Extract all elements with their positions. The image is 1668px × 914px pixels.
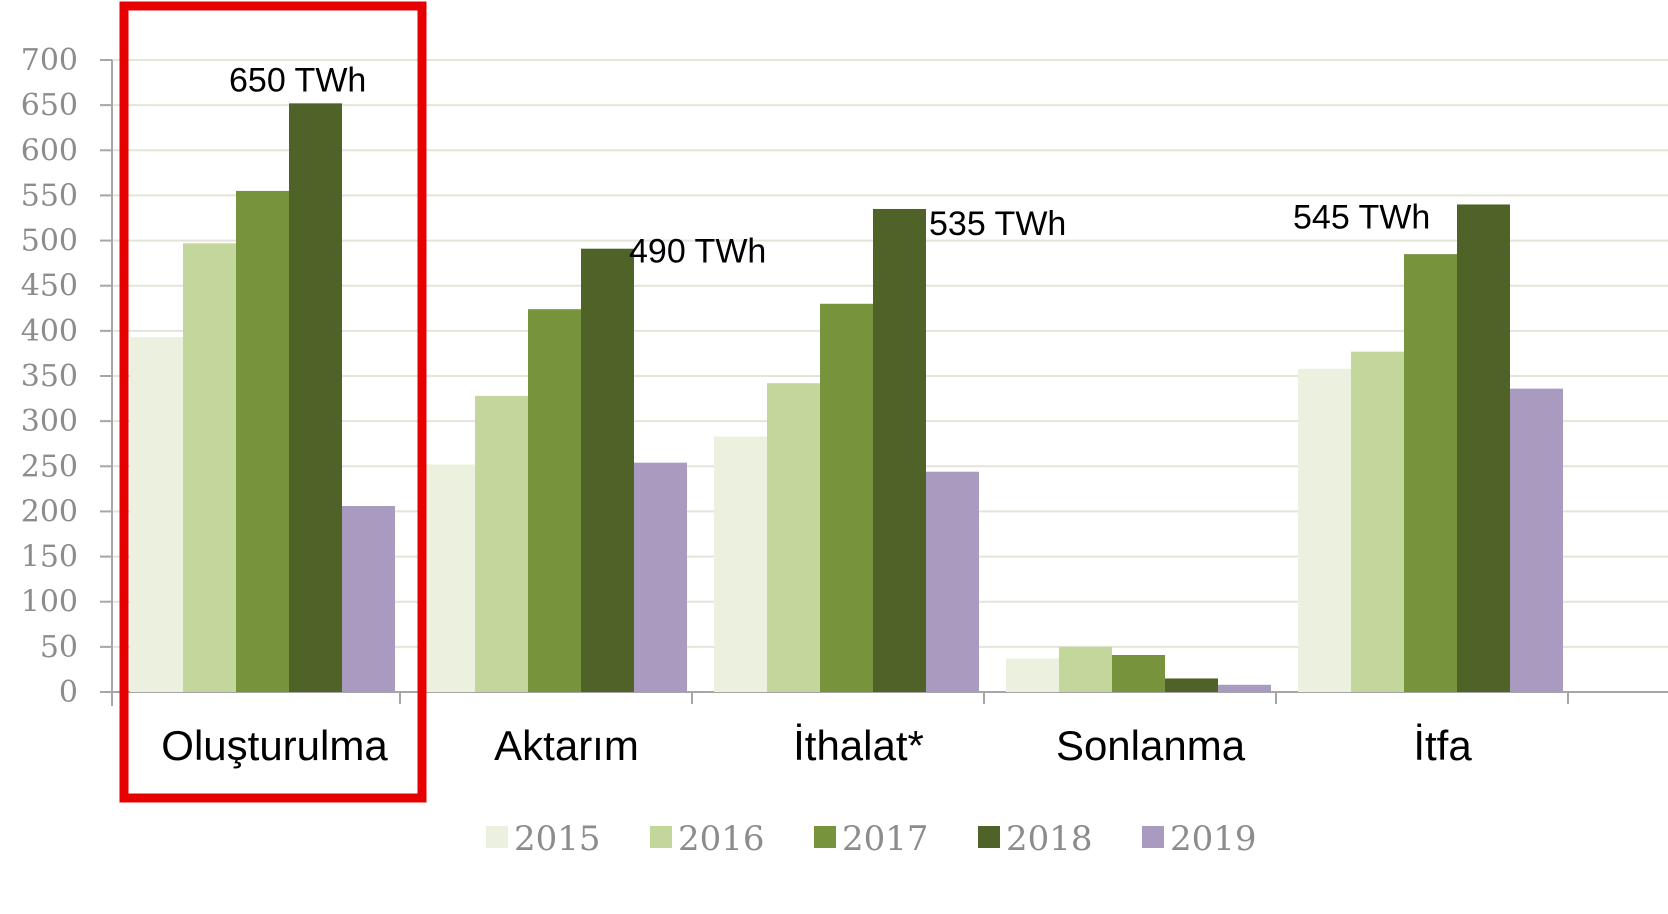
bar-iithalat-2019 [926, 471, 979, 692]
bar-aktarim-2015 [422, 464, 475, 692]
y-tick-label-150: 150 [21, 540, 78, 575]
category-label-sonlanma: Sonlanma [1056, 722, 1246, 769]
bar-iitfa-2016 [1351, 351, 1404, 692]
bar-sonlanma-2019 [1218, 684, 1271, 692]
y-tick-label-500: 500 [21, 224, 78, 259]
bars [130, 103, 1563, 692]
y-tick-label-350: 350 [21, 359, 78, 394]
annotation-olusturulma: 650 TWh [229, 61, 366, 99]
annotation-aktarim: 490 TWh [629, 233, 766, 271]
bar-sonlanma-2018 [1165, 678, 1218, 692]
y-axis-ticks: 0 50 100 150 200 250 300 350 400 450 500 550 600 650 7… [21, 43, 78, 710]
y-tick-label-700: 700 [21, 43, 78, 78]
bar-iithalat-2016 [767, 383, 820, 692]
legend-label-2017: 2017 [842, 819, 929, 859]
y-tick-label-100: 100 [21, 585, 78, 620]
legend: 2015 2016 2017 2018 2019 [486, 819, 1257, 859]
bar-iithalat-2018 [873, 208, 926, 692]
y-tick-label-600: 600 [21, 133, 78, 168]
annotation-iitfa: 545 TWh [1293, 198, 1430, 236]
y-tick-label-650: 650 [21, 88, 78, 123]
y-tick-label-550: 550 [21, 178, 78, 213]
y-tick-label-250: 250 [21, 449, 78, 484]
bar-iitfa-2015 [1298, 368, 1351, 692]
legend-swatch-2015 [486, 826, 508, 848]
bar-iitfa-2018 [1457, 204, 1510, 692]
legend-swatch-2016 [650, 826, 672, 848]
highlight-box-olusturulma [119, 1, 427, 803]
annotations: 650 TWh 490 TWh 535 TWh 545 TWh [229, 61, 1430, 270]
category-labels: Oluşturulma Aktarım İthalat* Sonlanma İtfa [161, 722, 1472, 769]
bar-olusturulma-2016 [183, 243, 236, 692]
legend-swatch-2018 [978, 826, 1000, 848]
y-tick-label-50: 50 [40, 630, 78, 665]
legend-swatch-2019 [1142, 826, 1164, 848]
bar-iithalat-2017 [820, 303, 873, 692]
y-tick-label-0: 0 [59, 675, 78, 710]
y-tick-label-200: 200 [21, 494, 78, 529]
legend-label-2019: 2019 [1170, 819, 1257, 859]
bar-sonlanma-2016 [1059, 646, 1112, 692]
bar-aktarim-2017 [528, 309, 581, 692]
highlight [119, 1, 427, 803]
category-label-iithalat: İthalat* [793, 722, 924, 769]
bar-iitfa-2017 [1404, 254, 1457, 692]
y-tick-label-450: 450 [21, 269, 78, 304]
bar-aktarim-2019 [634, 462, 687, 692]
annotation-iithalat: 535 TWh [929, 205, 1066, 243]
bar-olusturulma-2015 [130, 337, 183, 692]
y-tick-label-400: 400 [21, 314, 78, 349]
legend-label-2015: 2015 [514, 819, 601, 859]
bar-iithalat-2015 [714, 436, 767, 692]
category-label-olusturulma: Oluşturulma [161, 722, 388, 769]
legend-label-2018: 2018 [1006, 819, 1093, 859]
category-label-aktarim: Aktarım [494, 722, 639, 769]
bar-olusturulma-2018 [289, 103, 342, 692]
bar-aktarim-2018 [581, 248, 634, 692]
bar-iitfa-2019 [1510, 388, 1563, 692]
bar-sonlanma-2017 [1112, 654, 1165, 692]
category-label-iitfa: İtfa [1413, 722, 1472, 769]
bar-olusturulma-2019 [342, 506, 395, 692]
legend-swatch-2017 [814, 826, 836, 848]
bar-sonlanma-2015 [1006, 658, 1059, 692]
y-tick-label-300: 300 [21, 404, 78, 439]
legend-label-2016: 2016 [678, 819, 765, 859]
bar-olusturulma-2017 [236, 190, 289, 692]
bar-aktarim-2016 [475, 395, 528, 692]
